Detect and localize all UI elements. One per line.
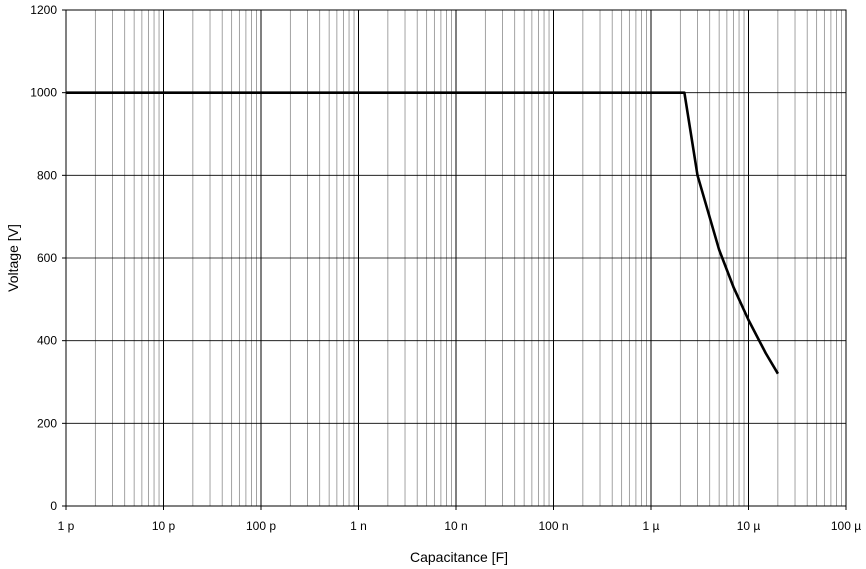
series-layer [66, 91, 780, 375]
x-tick-label: 10 p [152, 519, 176, 533]
y-axis-ticks: 0 200 400 600 800 1000 1200 [30, 3, 66, 513]
series-line-0 [66, 91, 780, 375]
x-tick-label: 1 n [350, 519, 367, 533]
y-tick-label: 400 [37, 334, 57, 348]
major-gridlines [65, 9, 847, 507]
y-tick-label: 1000 [30, 86, 57, 100]
x-axis-title: Capacitance [F] [410, 549, 508, 565]
x-tick-label: 1 µ [643, 519, 660, 533]
x-tick-label: 1 p [58, 519, 75, 533]
x-tick-label: 10 µ [737, 519, 761, 533]
x-tick-label: 10 n [444, 519, 467, 533]
x-axis-ticks: 1 p 10 p 100 p 1 n 10 n 100 n 1 µ 10 µ 100 µ [58, 506, 861, 533]
x-tick-label: 100 p [246, 519, 276, 533]
y-tick-label: 800 [37, 168, 57, 182]
y-axis-title: Voltage [V] [5, 224, 21, 292]
y-tick-label: 0 [50, 499, 57, 513]
y-tick-label: 1200 [30, 3, 57, 17]
x-tick-label: 100 n [538, 519, 568, 533]
y-tick-label: 600 [37, 251, 57, 265]
y-tick-label: 200 [37, 416, 57, 430]
x-tick-label: 100 µ [831, 519, 861, 533]
